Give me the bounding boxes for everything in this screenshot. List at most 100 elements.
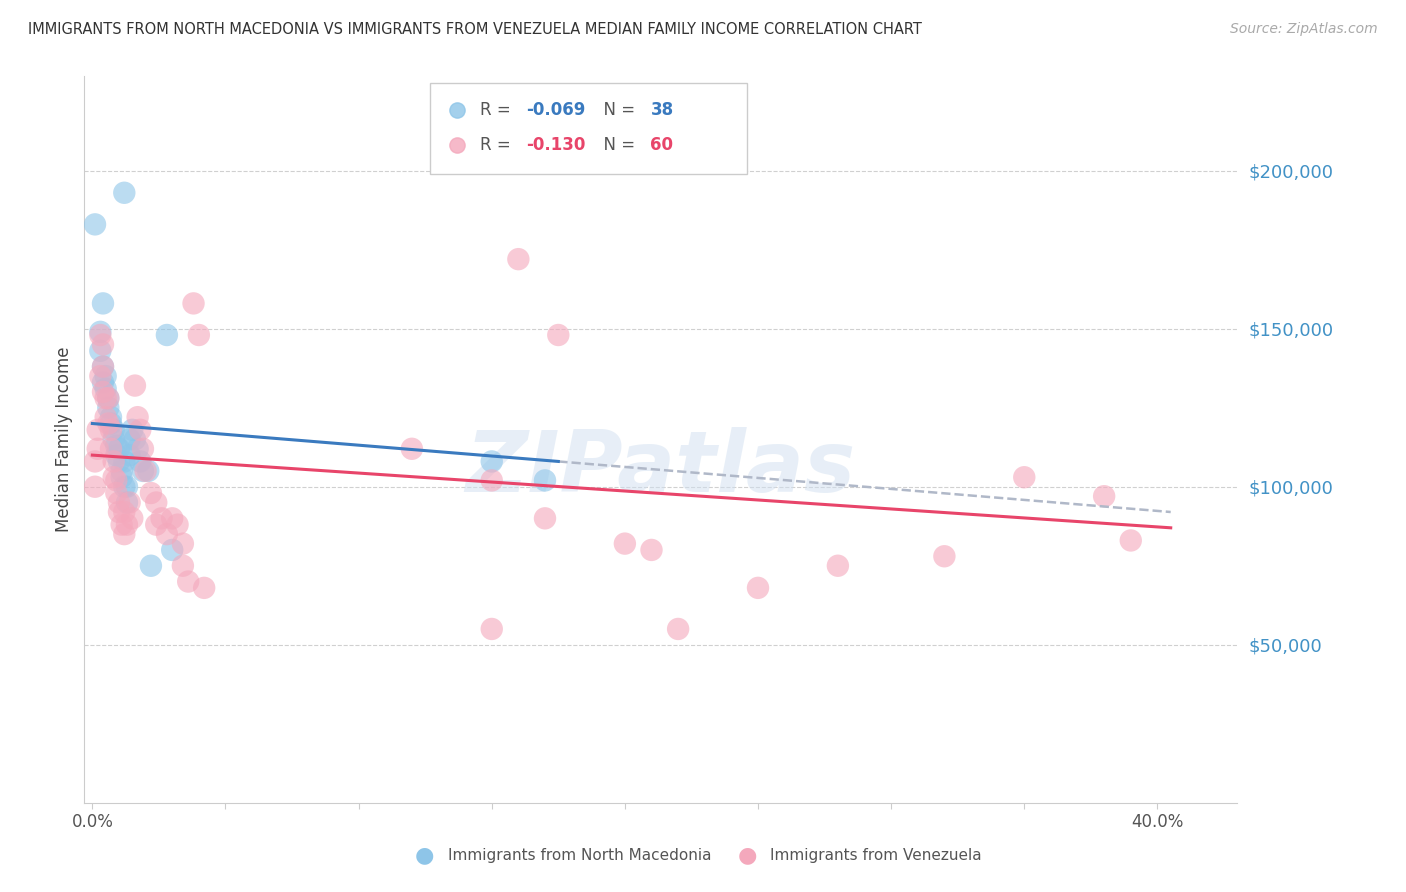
Point <box>827 558 849 573</box>
Point <box>97 417 120 431</box>
Point <box>111 517 134 532</box>
Point <box>613 536 636 550</box>
Point <box>666 622 689 636</box>
Point <box>89 343 111 358</box>
Point <box>105 486 128 500</box>
Text: Immigrants from North Macedonia: Immigrants from North Macedonia <box>447 847 711 863</box>
Text: ●: ● <box>738 845 756 865</box>
Text: 38: 38 <box>651 101 673 119</box>
Point <box>103 433 125 447</box>
Point <box>121 423 143 437</box>
FancyBboxPatch shape <box>430 83 748 174</box>
Point <box>100 442 122 456</box>
Point <box>401 442 423 456</box>
Point <box>139 486 162 500</box>
Point <box>508 252 530 267</box>
Point <box>89 325 111 339</box>
Point <box>105 448 128 462</box>
Point <box>91 296 114 310</box>
Point <box>86 423 108 437</box>
Point <box>121 511 143 525</box>
Point <box>94 382 117 396</box>
Point <box>94 369 117 384</box>
Point <box>100 410 122 425</box>
Text: R =: R = <box>479 136 516 154</box>
Point <box>97 391 120 405</box>
Point <box>481 454 503 468</box>
Point <box>86 442 108 456</box>
Point <box>150 511 173 525</box>
Point <box>135 464 157 478</box>
Text: -0.069: -0.069 <box>526 101 585 119</box>
Point <box>91 384 114 399</box>
Point <box>124 378 146 392</box>
Point <box>84 480 107 494</box>
Point <box>172 536 194 550</box>
Point <box>160 543 183 558</box>
Text: 60: 60 <box>651 136 673 154</box>
Point <box>108 505 131 519</box>
Text: N =: N = <box>593 101 640 119</box>
Point <box>103 423 125 437</box>
Point <box>89 328 111 343</box>
Point <box>94 391 117 405</box>
Text: Immigrants from Venezuela: Immigrants from Venezuela <box>770 847 981 863</box>
Point <box>94 410 117 425</box>
Point <box>112 505 135 519</box>
Point <box>91 359 114 374</box>
Point <box>103 470 125 484</box>
Point <box>91 376 114 390</box>
Point <box>193 581 215 595</box>
Y-axis label: Median Family Income: Median Family Income <box>55 347 73 532</box>
Point <box>111 464 134 478</box>
Point <box>187 328 209 343</box>
Point <box>534 474 557 488</box>
Point <box>115 480 138 494</box>
Point <box>100 423 122 437</box>
Text: IMMIGRANTS FROM NORTH MACEDONIA VS IMMIGRANTS FROM VENEZUELA MEDIAN FAMILY INCOM: IMMIGRANTS FROM NORTH MACEDONIA VS IMMIG… <box>28 22 922 37</box>
Point <box>84 454 107 468</box>
Text: Source: ZipAtlas.com: Source: ZipAtlas.com <box>1230 22 1378 37</box>
Point <box>112 527 135 541</box>
Point <box>136 464 159 478</box>
Point <box>934 549 956 564</box>
Point <box>105 439 128 453</box>
Point <box>129 454 152 468</box>
Point <box>118 448 141 462</box>
Point <box>1092 489 1115 503</box>
Point <box>1119 533 1142 548</box>
Point <box>97 401 120 415</box>
Point <box>156 328 179 343</box>
Point <box>145 517 167 532</box>
Point <box>177 574 200 589</box>
Point <box>640 543 662 558</box>
Point <box>124 433 146 447</box>
Point <box>1012 470 1035 484</box>
Point <box>111 470 134 484</box>
Point <box>115 495 138 509</box>
Point <box>132 442 155 456</box>
Point <box>112 454 135 468</box>
Text: -0.130: -0.130 <box>526 136 585 154</box>
Point <box>183 296 205 310</box>
Point <box>97 391 120 405</box>
Point <box>91 337 114 351</box>
Point <box>132 464 155 478</box>
Text: ●: ● <box>415 845 434 865</box>
Point <box>166 517 188 532</box>
Point <box>160 511 183 525</box>
Point <box>172 558 194 573</box>
Point <box>139 558 162 573</box>
Text: N =: N = <box>593 136 640 154</box>
Text: ZIPatlas: ZIPatlas <box>465 427 856 510</box>
Point <box>112 186 135 200</box>
Text: R =: R = <box>479 101 516 119</box>
Point <box>481 474 503 488</box>
Point <box>481 622 503 636</box>
Point <box>118 433 141 447</box>
Point <box>534 511 557 525</box>
Point <box>747 581 769 595</box>
Point <box>89 369 111 384</box>
Point <box>127 442 149 456</box>
Point <box>156 527 179 541</box>
